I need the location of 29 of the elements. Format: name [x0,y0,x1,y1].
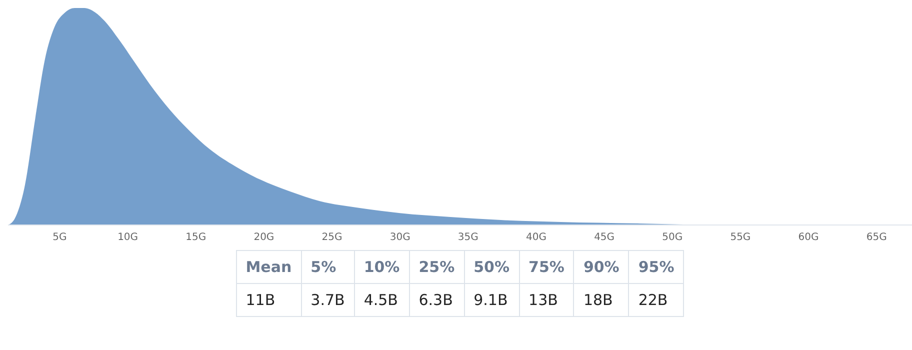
x-tick-label: 55G [730,232,751,244]
text: 13B [519,284,574,316]
x-tick-label: 60G [798,232,819,244]
text: 22B [628,284,684,316]
text: 5% [301,250,354,284]
text: 90% [574,250,629,284]
text: 50% [464,250,520,284]
text: 4.5B [354,284,410,316]
text: 95% [628,250,684,284]
x-tick-label: 30G [390,232,410,244]
text: 10% [354,250,410,284]
text: 11B [236,284,302,316]
x-tick-label: 25G [322,232,342,244]
x-tick-label: 15G [186,232,206,244]
text: 75% [519,250,574,284]
x-tick-label: 10G [118,232,138,244]
x-tick-label: 35G [458,232,478,244]
text: Mean [236,250,302,284]
text: 9.1B [464,284,520,316]
text: 3.7B [301,284,354,316]
x-tick-label: 5G [52,232,67,244]
x-tick-label: 65G [866,232,887,244]
text: 6.3B [409,284,464,316]
x-tick-label: 50G [662,232,683,244]
x-tick-label: 40G [526,232,546,244]
x-tick-label: 45G [594,232,615,244]
text: 18B [574,284,629,316]
text: 25% [409,250,464,284]
x-tick-label: 20G [254,232,274,244]
